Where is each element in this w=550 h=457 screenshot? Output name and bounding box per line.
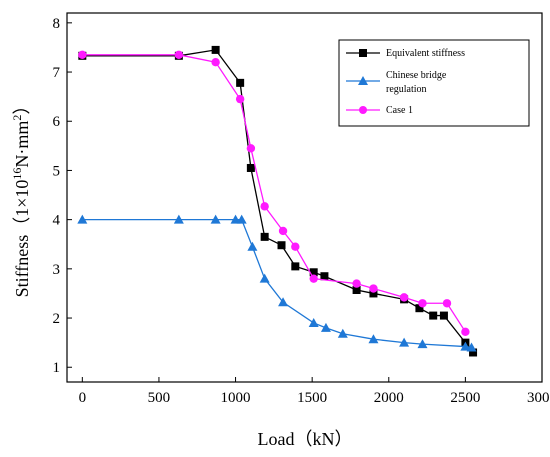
y-axis-title-sup-1: 16 bbox=[10, 168, 24, 180]
y-axis-title-sup-2: 2 bbox=[10, 115, 24, 121]
y-tick-label: 1 bbox=[53, 360, 61, 376]
legend-label-chinese-line1: Chinese bridge bbox=[386, 70, 447, 81]
data-point-square bbox=[429, 311, 438, 320]
y-tick-label: 7 bbox=[53, 65, 61, 81]
data-point-circle bbox=[442, 299, 452, 308]
data-point-circle bbox=[309, 274, 318, 283]
series-layer bbox=[77, 45, 478, 357]
y-tick-label: 2 bbox=[53, 311, 61, 327]
data-point-triangle bbox=[320, 322, 331, 332]
data-point-triangle bbox=[173, 214, 184, 224]
data-point-triangle bbox=[460, 341, 471, 351]
y-axis-title-part-2: N·mm bbox=[12, 121, 32, 168]
x-tick-label: 3000 bbox=[527, 390, 550, 406]
x-tick-label: 0 bbox=[79, 390, 87, 406]
data-point-circle bbox=[461, 327, 470, 337]
data-point-square bbox=[277, 241, 286, 250]
data-point-square bbox=[352, 285, 361, 294]
data-point-triangle bbox=[259, 273, 270, 283]
y-tick-label: 4 bbox=[53, 213, 61, 229]
axis-ticks: 0 500 1000 1500 2000 2500 3000 1 2 3 4 5 6 7 8 bbox=[53, 16, 550, 406]
data-point-square bbox=[211, 45, 220, 54]
data-point-square bbox=[320, 272, 329, 281]
y-tick-label: 3 bbox=[53, 262, 61, 278]
x-tick-label: 1500 bbox=[297, 390, 327, 406]
y-tick-label: 6 bbox=[53, 114, 61, 130]
data-point-circle bbox=[369, 284, 378, 293]
data-point-circle bbox=[278, 226, 288, 236]
y-tick-label: 8 bbox=[53, 16, 61, 32]
data-point-triangle bbox=[308, 317, 319, 327]
x-axis-title: Load（kN） bbox=[258, 429, 353, 449]
data-point-square bbox=[415, 304, 424, 313]
data-point-triangle bbox=[210, 214, 221, 224]
legend-marker-square bbox=[359, 49, 367, 57]
legend-box bbox=[338, 39, 530, 127]
y-axis-title-part-1: Stiffness（1×10 bbox=[12, 180, 32, 298]
data-point-triangle bbox=[337, 328, 348, 338]
legend-marker-triangle bbox=[358, 76, 368, 85]
legend-label-case1: Case 1 bbox=[386, 105, 413, 116]
data-point-triangle bbox=[247, 241, 258, 251]
legend: Equivalent stiffness Chinese bridge regu… bbox=[338, 39, 530, 127]
data-point-square bbox=[369, 289, 378, 298]
data-point-circle bbox=[260, 202, 269, 211]
series-line bbox=[82, 218, 472, 349]
data-point-circle bbox=[78, 50, 87, 60]
data-point-circle bbox=[418, 299, 427, 308]
data-point-circle bbox=[399, 293, 409, 302]
plot-frame bbox=[66, 12, 543, 383]
data-point-square bbox=[236, 78, 245, 87]
data-point-circle bbox=[235, 94, 245, 104]
series-chinese-bridge-regulation bbox=[77, 214, 477, 352]
series-case-1 bbox=[78, 50, 470, 337]
data-point-triangle bbox=[466, 342, 477, 352]
data-point-circle bbox=[211, 58, 220, 67]
data-point-triangle bbox=[236, 214, 247, 224]
data-point-square bbox=[246, 163, 255, 172]
data-point-triangle bbox=[399, 337, 410, 347]
data-point-triangle bbox=[278, 297, 289, 307]
x-tick-label: 500 bbox=[148, 390, 171, 406]
y-tick-label: 5 bbox=[53, 163, 61, 179]
data-point-triangle bbox=[417, 339, 428, 349]
x-tick-label: 1000 bbox=[221, 390, 251, 406]
legend-label-chinese-line2: regulation bbox=[386, 84, 427, 95]
data-point-square bbox=[439, 311, 448, 320]
data-point-square bbox=[291, 262, 300, 271]
data-point-square bbox=[260, 232, 269, 241]
y-axis-title: Stiffness（1×1016N·mm2） bbox=[10, 97, 32, 298]
data-point-triangle bbox=[368, 334, 379, 344]
legend-marker-circle bbox=[359, 106, 367, 114]
data-point-circle bbox=[291, 242, 300, 251]
data-point-square bbox=[469, 348, 478, 357]
data-point-square bbox=[309, 268, 318, 277]
data-point-circle bbox=[246, 144, 256, 153]
legend-label-equivalent: Equivalent stiffness bbox=[386, 48, 465, 59]
data-point-triangle bbox=[77, 214, 88, 224]
x-tick-label: 2000 bbox=[374, 390, 404, 406]
y-axis-title-part-3: ） bbox=[12, 97, 32, 115]
x-tick-label: 2500 bbox=[450, 390, 480, 406]
data-point-circle bbox=[174, 50, 184, 60]
data-point-circle bbox=[352, 279, 361, 288]
